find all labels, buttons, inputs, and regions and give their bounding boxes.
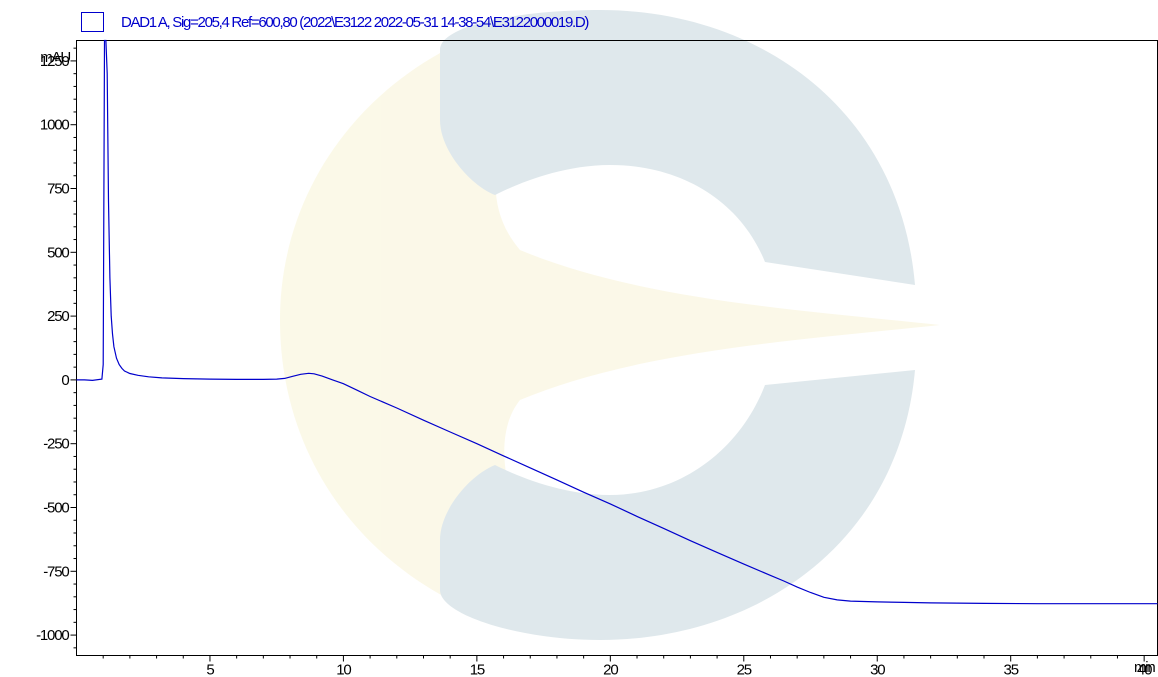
x-tick-label: 25 (737, 662, 752, 677)
x-axis-unit-label: min (1134, 659, 1155, 676)
y-tick-label: 1250 (40, 53, 69, 70)
watermark-blue-upper-arc (440, 10, 915, 285)
y-tick-label: 250 (47, 308, 69, 325)
x-tick-label: 10 (336, 662, 351, 677)
y-tick-label: -750 (43, 563, 69, 580)
x-tick-label: 20 (603, 662, 618, 677)
y-tick-label: -1000 (36, 627, 69, 644)
x-tick-label: 5 (206, 662, 214, 677)
x-tick-label: 15 (470, 662, 485, 677)
y-tick-label: 0 (61, 372, 69, 389)
series-line-dad1a (76, 39, 1158, 605)
y-tick-label: 500 (47, 244, 69, 261)
x-tick-label: 35 (1004, 662, 1019, 677)
x-axis: 5 10 15 20 25 30 35 40 (102, 655, 1153, 677)
legend-swatch (81, 12, 104, 32)
y-tick-label: -250 (43, 436, 69, 453)
watermark-blue-lower-arc (440, 370, 915, 640)
legend: DAD1 A, Sig=205,4 Ref=600,80 (2022\E3122… (81, 12, 591, 32)
watermark-logo (280, 10, 940, 640)
y-tick-label: -500 (43, 499, 69, 516)
y-axis: 1250 1000 750 500 250 0 -250 -500 -750 -1000 (36, 47, 77, 649)
x-tick-label: 30 (870, 662, 885, 677)
y-tick-label: 750 (47, 181, 69, 198)
x-tick-label: 40 (1137, 662, 1152, 677)
y-tick-label: 1000 (40, 117, 69, 134)
legend-label: DAD1 A, Sig=205,4 Ref=600,80 (2022\E3122… (121, 14, 589, 31)
y-axis-unit-label: mAU (40, 49, 70, 66)
watermark-yellow-shape (280, 10, 940, 640)
